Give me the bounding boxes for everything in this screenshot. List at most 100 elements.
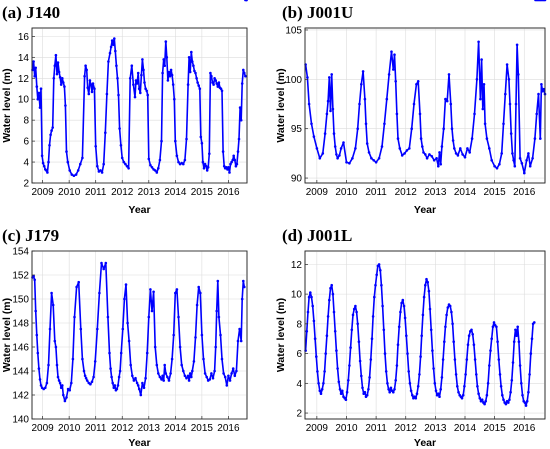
data-point [380, 145, 384, 148]
data-point [86, 86, 89, 89]
data-point [35, 333, 39, 337]
data-point [54, 345, 58, 349]
x-tick-label: 2016 [513, 187, 536, 198]
data-point [531, 157, 534, 160]
data-point [134, 79, 138, 82]
x-tick-label: 2012 [111, 187, 134, 198]
data-point [47, 160, 50, 164]
data-point [377, 263, 381, 266]
data-point [211, 376, 215, 380]
data-point [143, 81, 146, 84]
data-point [394, 80, 398, 83]
data-point [338, 388, 342, 391]
data-point [451, 139, 455, 142]
data-point [129, 363, 132, 367]
x-tick-label: 2012 [111, 423, 134, 434]
data-point [432, 367, 435, 370]
data-point [142, 386, 146, 390]
data-point [339, 392, 343, 396]
data-point [87, 92, 91, 96]
data-point [169, 372, 172, 375]
y-tick-label: 10 [18, 95, 30, 106]
data-point [228, 379, 232, 382]
data-point [418, 112, 422, 116]
data-point [62, 393, 65, 397]
data-point [115, 387, 119, 391]
data-point [132, 379, 136, 382]
data-point [477, 40, 480, 44]
data-point [48, 327, 52, 331]
data-point [214, 345, 217, 349]
x-tick-label: 2009 [306, 423, 329, 434]
data-point [215, 82, 218, 85]
data-point [178, 345, 182, 349]
data-point [72, 174, 76, 177]
data-point [243, 71, 246, 75]
data-point [242, 68, 245, 72]
data-point [386, 382, 389, 385]
data-point [56, 61, 60, 64]
x-tick-label: 2014 [454, 187, 477, 198]
data-point [452, 340, 456, 344]
data-point [448, 304, 452, 308]
data-point [330, 283, 334, 287]
data-point [117, 375, 121, 379]
data-point [322, 382, 325, 385]
x-tick-label: 2014 [454, 423, 477, 434]
data-point [316, 370, 319, 373]
data-point [412, 102, 416, 106]
data-point [328, 298, 331, 302]
chart-panel-1: 2 4 6 8 10 12 14 16 2009 2010 2011 2012 2013 2014 2015… [1, 0, 248, 216]
data-point [187, 56, 191, 59]
data-point [508, 398, 511, 402]
data-point [111, 381, 114, 385]
data-point [323, 370, 326, 373]
data-point [183, 374, 187, 378]
data-point [239, 118, 243, 122]
data-point [355, 310, 358, 314]
data-point [167, 70, 171, 74]
data-point [94, 145, 97, 148]
data-point [385, 97, 389, 101]
data-point [405, 149, 409, 152]
data-point [352, 307, 356, 311]
data-point [498, 162, 501, 166]
data-point [507, 78, 511, 81]
x-tick-label: 2009 [31, 423, 54, 434]
data-point [528, 164, 532, 168]
data-point [65, 396, 68, 399]
y-tick-label: 6 [296, 349, 302, 360]
data-point [238, 327, 241, 331]
data-point [33, 74, 36, 78]
data-point [498, 373, 502, 376]
data-point [187, 379, 191, 382]
data-point [230, 160, 233, 164]
data-point [438, 395, 441, 399]
data-point [419, 355, 422, 358]
data-point [325, 112, 329, 116]
data-point [177, 160, 180, 164]
data-point [509, 132, 513, 135]
data-point [52, 77, 56, 80]
data-point [383, 122, 386, 126]
data-point [541, 89, 544, 93]
data-point [42, 164, 46, 168]
data-point [402, 304, 406, 308]
data-point [367, 388, 370, 391]
chart-panel-2: 90 95 100 105 2009 2010 2011 2012 2013 2014 2015 20… [275, 3, 547, 216]
data-point [533, 321, 536, 324]
data-point [134, 376, 137, 380]
plot-area [304, 27, 546, 184]
data-point [488, 147, 491, 150]
data-point [193, 69, 196, 73]
data-point [164, 40, 168, 43]
data-point [341, 389, 344, 393]
data-point [428, 307, 432, 311]
data-point [539, 137, 542, 140]
data-point [221, 150, 225, 153]
data-point [454, 152, 458, 155]
data-point [235, 162, 239, 166]
plot-border [304, 27, 546, 184]
data-point [169, 68, 173, 72]
